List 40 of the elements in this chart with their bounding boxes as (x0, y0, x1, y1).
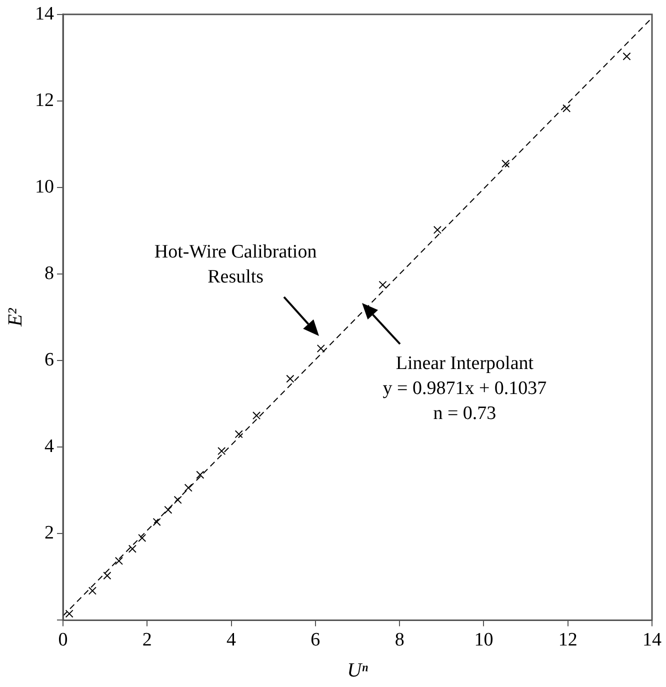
x-tick-label: 6 (310, 630, 320, 651)
point (316, 344, 325, 352)
x-tick-label: 12 (558, 630, 578, 651)
point (234, 430, 243, 438)
y-tick-label: 14 (35, 3, 54, 24)
point (252, 411, 261, 420)
point (562, 104, 571, 112)
x-tick-label: 14 (642, 630, 662, 651)
x-tick-label: 10 (474, 630, 494, 651)
point (218, 446, 226, 456)
annotation: Linear Interpolant y = 0.9871x + 0.1037 n = 0.73 (382, 352, 547, 424)
point (164, 506, 172, 514)
y-tick-label: 6 (44, 350, 54, 371)
point (196, 470, 204, 479)
point (103, 572, 112, 580)
point (152, 518, 161, 526)
point (622, 52, 631, 60)
y-tick-label: 12 (35, 90, 54, 111)
y-tick-label: 4 (44, 436, 54, 458)
point (65, 610, 74, 618)
x-tick-label: 2 (142, 630, 152, 651)
annotation: Hot-Wire Calibration Results (154, 242, 318, 288)
y-tick-label: 10 (35, 176, 54, 198)
x-tick-label: 0 (58, 630, 68, 651)
point (174, 496, 182, 504)
x-axis-title: Uⁿ (347, 659, 369, 682)
point (114, 556, 123, 565)
point (433, 226, 442, 234)
point (286, 374, 294, 383)
point (378, 280, 387, 289)
x-tick-label: 4 (226, 630, 237, 651)
point (502, 160, 510, 168)
y-axis-title: E² (4, 307, 26, 328)
point (184, 484, 192, 492)
point (88, 586, 96, 595)
point (138, 534, 146, 542)
point (128, 544, 136, 553)
x-tick-label: 8 (394, 630, 404, 651)
y-tick-label: 8 (44, 263, 54, 284)
y-tick-label: 2 (44, 522, 54, 544)
